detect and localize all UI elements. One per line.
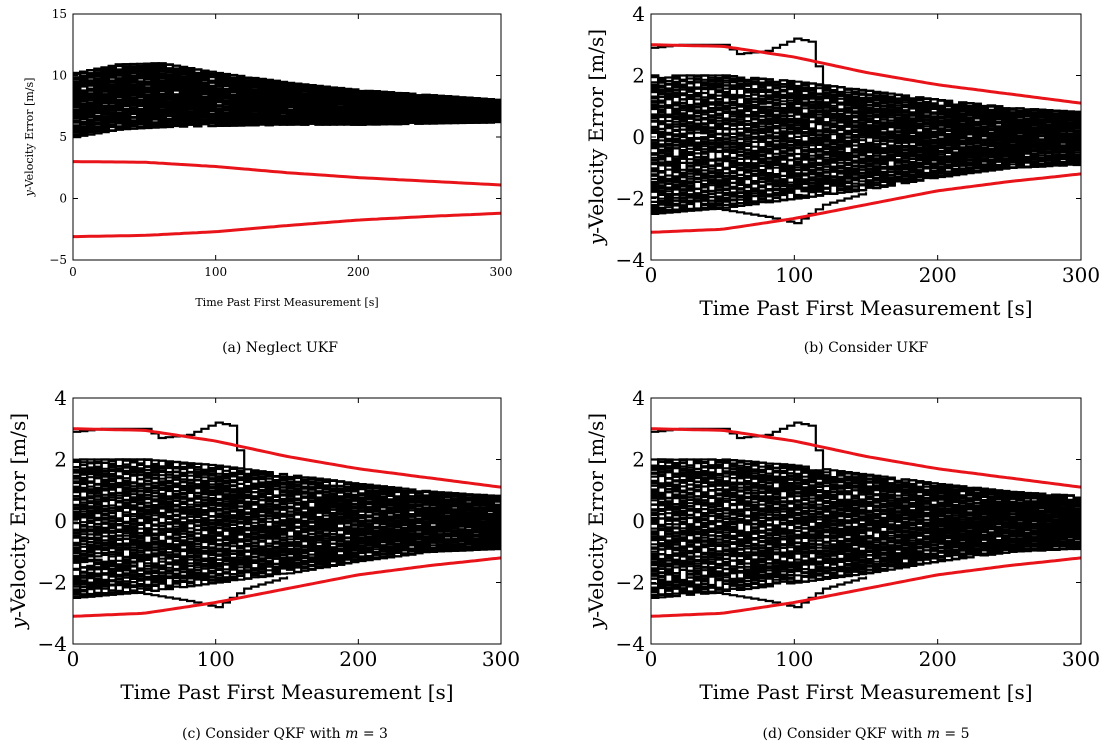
sigma-bound-lower-line bbox=[73, 556, 501, 618]
x-tick-label: 200 bbox=[919, 263, 957, 287]
chart-panel-b: 0 100 200 300 −4 −2 0 2 4 Time Past First Measure… bbox=[584, 2, 1100, 356]
chart-panel-d: 0 100 200 300 −4 −2 0 2 4 Time Past First Measure… bbox=[584, 386, 1100, 742]
y-tick-label: −2 bbox=[616, 571, 645, 595]
error-trace bbox=[651, 458, 1081, 500]
x-tick-label: 300 bbox=[1062, 647, 1100, 671]
chart-panel-c: 0 100 200 300 −4 −2 0 2 4 Time Past First Measure… bbox=[6, 386, 520, 742]
y-tick-label: −5 bbox=[49, 253, 67, 267]
y-tick-label: 4 bbox=[632, 386, 645, 410]
sigma-bound-upper-line bbox=[651, 43, 1081, 105]
sigma-bound-upper-line bbox=[73, 427, 501, 489]
error-trace bbox=[651, 458, 1081, 501]
y-tick-label: 0 bbox=[54, 509, 67, 533]
outlier-trace bbox=[651, 192, 868, 225]
error-trace bbox=[73, 533, 501, 574]
y-tick-label: 2 bbox=[632, 448, 645, 472]
y-tick-label: 4 bbox=[632, 2, 645, 26]
y-tick-label: −4 bbox=[38, 632, 67, 656]
panel-caption: (b) Consider UKF bbox=[804, 340, 929, 356]
sigma-bound-lower-line bbox=[651, 172, 1081, 234]
error-trace bbox=[73, 108, 501, 124]
x-tick-label: 200 bbox=[347, 265, 370, 279]
y-axis-label: y-Velocity Error [m/s] bbox=[6, 413, 30, 630]
y-tick-label: 15 bbox=[52, 7, 67, 21]
y-tick-label: −4 bbox=[616, 632, 645, 656]
y-tick-label: 2 bbox=[632, 64, 645, 88]
y-tick-label: 0 bbox=[632, 125, 645, 149]
sigma-bound-lower-line bbox=[651, 556, 1081, 618]
y-tick-label: 0 bbox=[59, 192, 67, 206]
error-trace bbox=[73, 458, 501, 499]
sigma-bound-upper-line bbox=[651, 427, 1081, 489]
x-tick-label: 100 bbox=[775, 647, 813, 671]
x-tick-label: 300 bbox=[482, 647, 520, 671]
x-tick-label: 300 bbox=[490, 265, 513, 279]
axes-frame bbox=[72, 13, 502, 261]
outlier-trace bbox=[651, 576, 868, 609]
y-tick-label: 10 bbox=[52, 69, 67, 83]
y-axis-label: y-Velocity Error [m/s] bbox=[584, 29, 608, 246]
y-tick-label: 4 bbox=[54, 386, 67, 410]
x-axis-label: Time Past First Measurement [s] bbox=[120, 680, 453, 704]
x-axis-label: Time Past First Measurement [s] bbox=[699, 296, 1032, 320]
sigma-bound-upper-line bbox=[73, 160, 501, 187]
panel-caption: (a) Neglect UKF bbox=[222, 340, 338, 356]
error-trace bbox=[651, 161, 1081, 214]
x-tick-label: 200 bbox=[919, 647, 957, 671]
plot-area bbox=[651, 37, 1081, 234]
plot-area bbox=[73, 62, 501, 239]
sigma-bound-lower-line bbox=[73, 211, 501, 239]
x-axis-label: Time Past First Measurement [s] bbox=[699, 680, 1032, 704]
x-tick-label: 100 bbox=[197, 647, 235, 671]
x-tick-label: 0 bbox=[645, 263, 658, 287]
plot-area bbox=[651, 421, 1081, 618]
y-axis-label: y-Velocity Error [m/s] bbox=[584, 413, 608, 630]
x-tick-label: 0 bbox=[69, 265, 77, 279]
error-trace bbox=[73, 62, 501, 102]
x-tick-label: 0 bbox=[67, 647, 80, 671]
x-tick-label: 200 bbox=[339, 647, 377, 671]
plot-area bbox=[73, 421, 501, 618]
y-tick-label: 5 bbox=[59, 130, 67, 144]
panel-caption: (c) Consider QKF with m = 3 bbox=[182, 726, 388, 742]
y-tick-label: 2 bbox=[54, 448, 67, 472]
x-tick-label: 100 bbox=[775, 263, 813, 287]
x-tick-label: 100 bbox=[204, 265, 227, 279]
error-trace bbox=[651, 74, 1081, 114]
x-axis-label: Time Past First Measurement [s] bbox=[195, 296, 378, 309]
y-tick-label: −2 bbox=[616, 187, 645, 211]
y-tick-label: −4 bbox=[616, 248, 645, 272]
x-tick-label: 300 bbox=[1062, 263, 1100, 287]
panel-caption: (d) Consider QKF with m = 5 bbox=[762, 726, 969, 742]
y-tick-label: 0 bbox=[632, 509, 645, 533]
y-axis-label: y-Velocity Error [m/s] bbox=[23, 78, 36, 198]
y-tick-label: −2 bbox=[38, 571, 67, 595]
outlier-trace bbox=[73, 576, 289, 609]
x-tick-label: 0 bbox=[645, 647, 658, 671]
